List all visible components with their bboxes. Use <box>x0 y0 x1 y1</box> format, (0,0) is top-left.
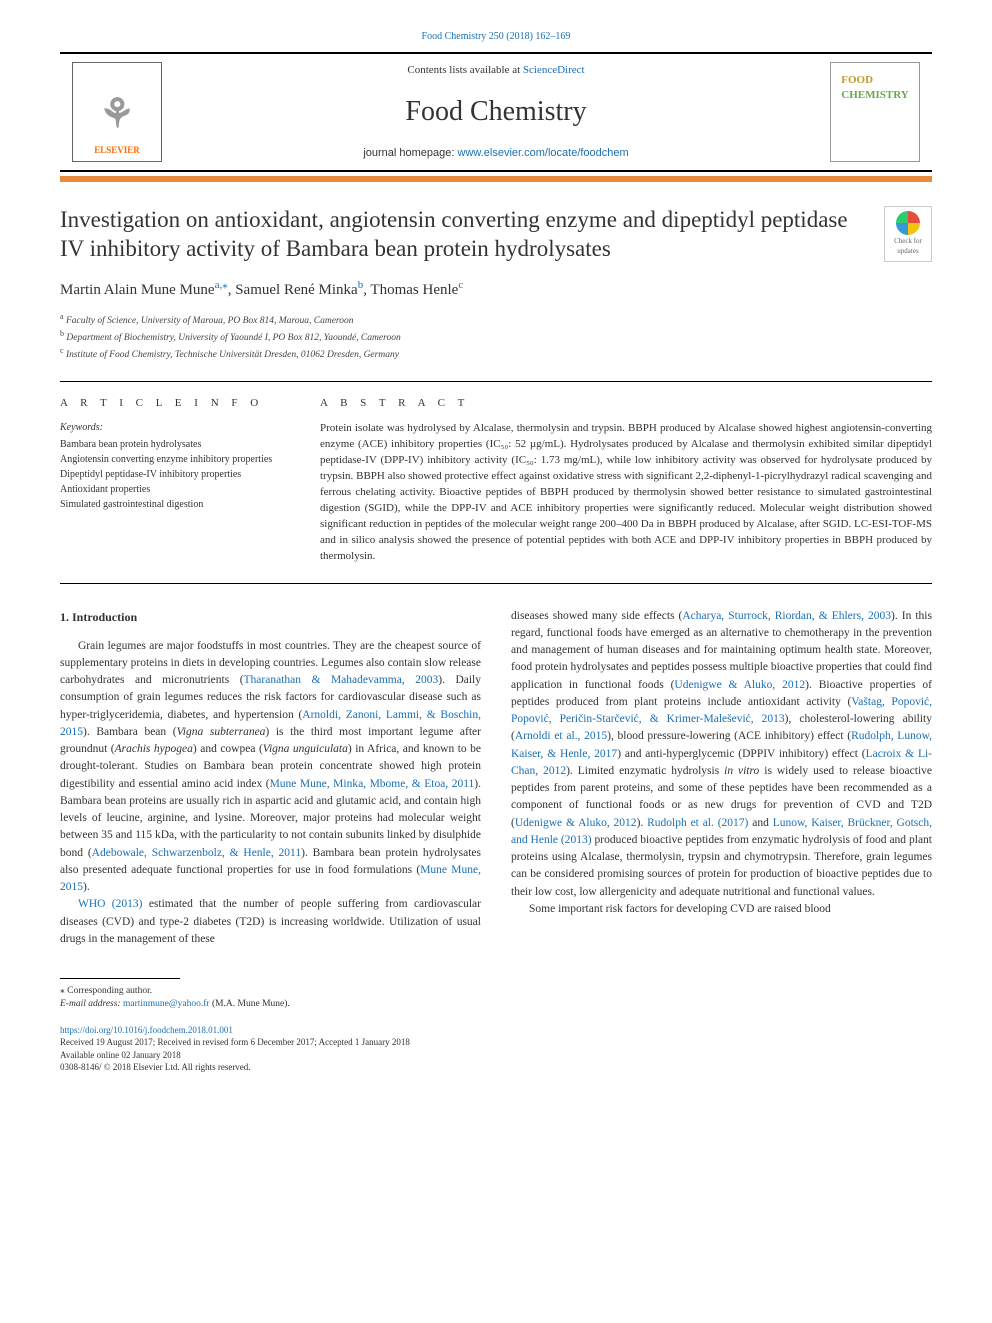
ref-link[interactable]: Mune Mune, Minka, Mbome, & Etoa, 2011 <box>270 778 475 790</box>
homepage-line: journal homepage: www.elsevier.com/locat… <box>174 146 818 161</box>
journal-name: Food Chemistry <box>174 92 818 131</box>
doi-link[interactable]: https://doi.org/10.1016/j.foodchem.2018.… <box>60 1025 233 1035</box>
homepage-prefix: journal homepage: <box>363 147 457 159</box>
intro-p3: diseases showed many side effects (Achar… <box>511 608 932 901</box>
author-2: , Samuel René Minka <box>228 282 358 298</box>
doi-block: https://doi.org/10.1016/j.foodchem.2018.… <box>60 1024 932 1074</box>
issn-line: 0308-8146/ © 2018 Elsevier Ltd. All righ… <box>60 1061 932 1074</box>
abstract-text: Protein isolate was hydrolysed by Alcala… <box>320 421 932 564</box>
sciencedirect-link[interactable]: ScienceDirect <box>523 64 585 76</box>
ref-link[interactable]: Tharanathan & Mahadevamma, 2003 <box>244 674 439 686</box>
corr-label: ⁎ Corresponding author. <box>60 985 932 998</box>
corresponding-author-note: ⁎ Corresponding author. E-mail address: … <box>60 985 932 1012</box>
footnote-separator <box>60 978 180 979</box>
elsevier-tree-icon: ⚘ <box>87 84 147 144</box>
keywords-label: Keywords: <box>60 421 280 435</box>
journal-cover-logo: FOOD CHEMISTRY <box>830 62 920 162</box>
ref-link[interactable]: Udenigwe & Aluko, 2012 <box>515 817 637 829</box>
authors-line: Martin Alain Mune Munea,⁎, Samuel René M… <box>60 278 932 301</box>
article-info-block: A R T I C L E I N F O Keywords: Bambara … <box>60 396 280 565</box>
top-citation-link[interactable]: Food Chemistry 250 (2018) 162–169 <box>422 31 571 42</box>
contents-prefix: Contents lists available at <box>407 64 522 76</box>
crossmark-icon <box>896 211 920 235</box>
keywords-list: Bambara bean protein hydrolysates Angiot… <box>60 437 280 512</box>
article-title: Investigation on antioxidant, angiotensi… <box>60 206 868 264</box>
affiliation-c: Institute of Food Chemistry, Technische … <box>66 350 399 360</box>
column-left: 1. Introduction Grain legumes are major … <box>60 608 481 949</box>
intro-heading: 1. Introduction <box>60 608 481 626</box>
author-1: Martin Alain Mune Mune <box>60 282 215 298</box>
ref-link[interactable]: WHO (2013) <box>78 898 142 910</box>
elsevier-logo: ⚘ ELSEVIER <box>72 62 162 162</box>
author-3: , Thomas Henle <box>363 282 458 298</box>
intro-p1: Grain legumes are major foodstuffs in mo… <box>60 638 481 897</box>
keyword-item: Dipeptidyl peptidase-IV inhibitory prope… <box>60 467 280 482</box>
available-line: Available online 02 January 2018 <box>60 1049 932 1062</box>
abstract-label: A B S T R A C T <box>320 396 932 411</box>
intro-p4: Some important risk factors for developi… <box>511 901 932 918</box>
author-3-aff[interactable]: c <box>458 279 463 291</box>
keyword-item: Bambara bean protein hydrolysates <box>60 437 280 452</box>
article-info-label: A R T I C L E I N F O <box>60 396 280 411</box>
ref-link[interactable]: Udenigwe & Aluko, 2012 <box>674 679 805 691</box>
ref-link[interactable]: Adebowale, Schwarzenbolz, & Henle, 2011 <box>92 847 301 859</box>
orange-accent-bar <box>60 176 932 182</box>
crossmark-label: Check for updates <box>894 237 922 255</box>
keyword-item: Angiotensin converting enzyme inhibitory… <box>60 452 280 467</box>
body-columns: 1. Introduction Grain legumes are major … <box>60 608 932 949</box>
affiliation-a: Faculty of Science, University of Maroua… <box>66 316 354 326</box>
abstract-block: A B S T R A C T Protein isolate was hydr… <box>320 396 932 565</box>
journal-header: ⚘ ELSEVIER Contents lists available at S… <box>60 52 932 172</box>
ref-link[interactable]: Acharya, Sturrock, Riordan, & Ehlers, 20… <box>682 610 891 622</box>
top-citation: Food Chemistry 250 (2018) 162–169 <box>60 30 932 44</box>
received-line: Received 19 August 2017; Received in rev… <box>60 1036 932 1049</box>
email-suffix: (M.A. Mune Mune). <box>210 999 290 1009</box>
article-meta-row: A R T I C L E I N F O Keywords: Bambara … <box>60 381 932 584</box>
column-right: diseases showed many side effects (Achar… <box>511 608 932 949</box>
keyword-item: Antioxidant properties <box>60 482 280 497</box>
email-label: E-mail address: <box>60 999 123 1009</box>
logo-food: FOOD <box>841 74 873 86</box>
keyword-item: Simulated gastrointestinal digestion <box>60 497 280 512</box>
crossmark-badge[interactable]: Check for updates <box>884 206 932 262</box>
contents-line: Contents lists available at ScienceDirec… <box>174 63 818 78</box>
elsevier-label: ELSEVIER <box>94 144 140 157</box>
intro-p2: WHO (2013) estimated that the number of … <box>60 896 481 948</box>
homepage-link[interactable]: www.elsevier.com/locate/foodchem <box>458 147 629 159</box>
header-center: Contents lists available at ScienceDirec… <box>174 63 818 161</box>
affiliations: a Faculty of Science, University of Maro… <box>60 311 932 363</box>
ref-link[interactable]: Rudolph et al. (2017) <box>647 817 748 829</box>
affiliation-b: Department of Biochemistry, University o… <box>66 333 400 343</box>
ref-link[interactable]: Arnoldi et al., 2015 <box>515 730 607 742</box>
logo-chem: CHEMISTRY <box>841 89 908 101</box>
email-link[interactable]: martinmune@yahoo.fr <box>123 999 210 1009</box>
